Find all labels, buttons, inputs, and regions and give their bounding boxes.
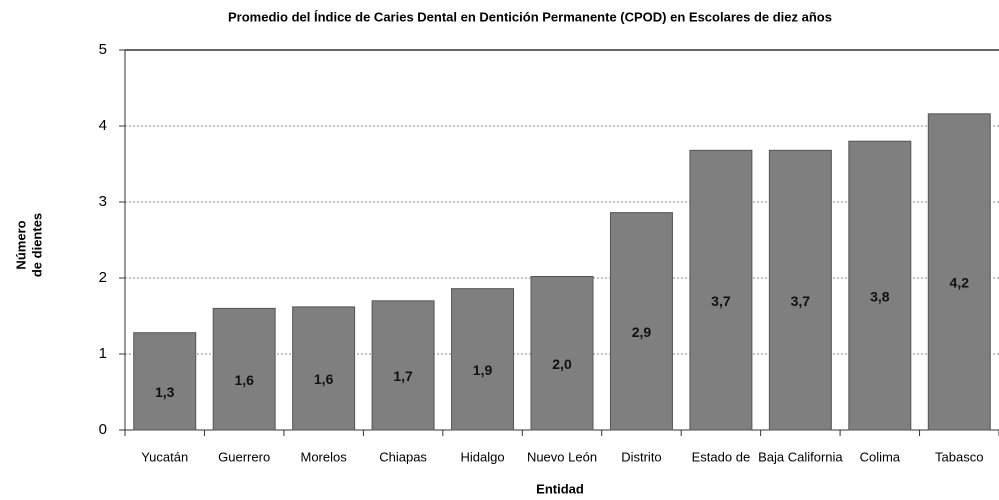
x-tick-label: Colima xyxy=(860,449,901,464)
bar xyxy=(768,149,832,431)
y-tick-label: 5 xyxy=(99,41,107,58)
value-label: 4,2 xyxy=(950,275,970,291)
bar xyxy=(292,306,356,431)
bar xyxy=(530,275,594,431)
x-tick-label: Baja California xyxy=(758,449,843,464)
y-axis-label-line: Número xyxy=(13,220,28,269)
bar xyxy=(609,212,673,431)
value-label: 1,6 xyxy=(314,371,334,387)
value-label: 3,7 xyxy=(711,293,731,309)
y-axis-label-line: de dientes xyxy=(29,213,44,277)
x-tick-label: Nuevo León xyxy=(527,449,597,464)
x-tick-label: Tabasco xyxy=(935,449,983,464)
x-tick-label: Hidalgo xyxy=(460,449,504,464)
bar xyxy=(848,140,912,431)
value-label: 2,0 xyxy=(552,356,572,372)
value-label: 1,9 xyxy=(473,362,493,378)
bar xyxy=(371,300,435,431)
y-tick-label: 0 xyxy=(99,421,107,438)
y-tick-label: 1 xyxy=(99,345,107,362)
value-label: 1,6 xyxy=(234,372,254,388)
value-label: 2,9 xyxy=(632,324,652,340)
chart-title: Promedio del Índice de Caries Dental en … xyxy=(228,9,832,24)
bar xyxy=(133,332,197,431)
y-tick-label: 2 xyxy=(99,269,107,286)
value-label: 1,7 xyxy=(393,368,413,384)
value-label: 1,3 xyxy=(155,384,175,400)
x-tick-label: Estado de xyxy=(692,449,751,464)
value-label: 3,8 xyxy=(870,288,890,304)
x-tick-label: Guerrero xyxy=(218,449,270,464)
bar xyxy=(212,307,276,431)
x-tick-label: Yucatán xyxy=(141,449,188,464)
bar xyxy=(689,149,753,431)
y-tick-label: 3 xyxy=(99,193,107,210)
x-tick-label: Distrito xyxy=(621,449,661,464)
bar xyxy=(927,113,991,431)
x-tick-label: Morelos xyxy=(301,449,348,464)
bar xyxy=(451,288,515,431)
value-label: 3,7 xyxy=(791,293,811,309)
y-tick-label: 4 xyxy=(99,117,107,134)
x-tick-label: Chiapas xyxy=(379,449,427,464)
y-axis-label: Número de dientes xyxy=(13,213,44,277)
x-axis-label: Entidad xyxy=(536,481,584,496)
